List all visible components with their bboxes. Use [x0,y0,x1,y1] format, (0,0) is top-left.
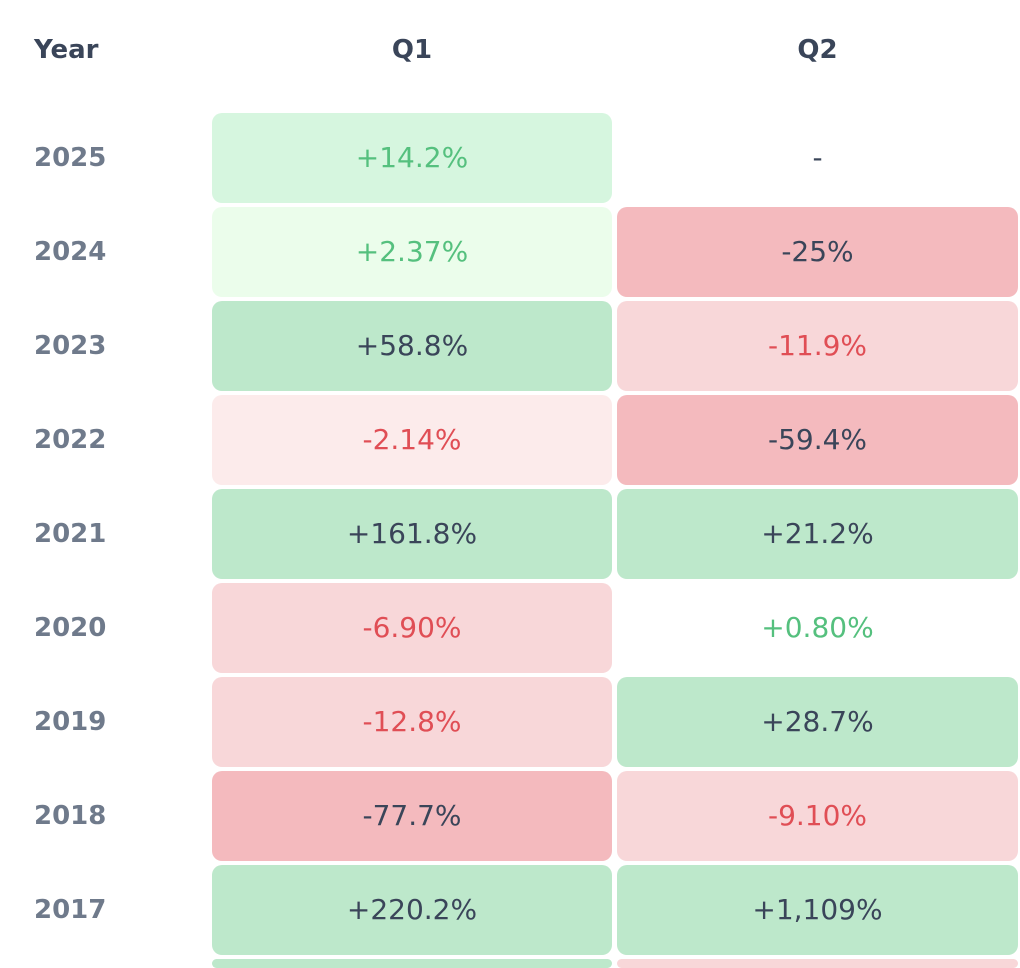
q1-cell[interactable]: +2.37% [212,207,612,297]
q2-cell[interactable]: +0.80% [761,611,874,644]
row-year: 2021 [34,519,107,549]
row-year: 2017 [34,895,107,925]
q1-cell-partial[interactable] [212,959,612,968]
q1-cell[interactable]: +58.8% [212,301,612,391]
table-row-partial [0,959,1020,968]
table-row: 2020 -6.90% +0.80% [0,583,1020,673]
row-year: 2018 [34,801,107,831]
q1-cell[interactable]: +14.2% [212,113,612,203]
q2-cell[interactable]: +1,109% [617,865,1018,955]
table-row: 2019 -12.8% +28.7% [0,677,1020,767]
row-year: 2020 [34,613,107,643]
q2-cell[interactable]: -59.4% [617,395,1018,485]
q2-cell[interactable]: -9.10% [617,771,1018,861]
row-year: 2022 [34,425,107,455]
q2-cell[interactable]: +21.2% [617,489,1018,579]
table-row: 2022 -2.14% -59.4% [0,395,1020,485]
q2-cell[interactable]: -11.9% [617,301,1018,391]
table-row: 2017 +220.2% +1,109% [0,865,1020,955]
q2-cell[interactable]: +28.7% [617,677,1018,767]
header-q2[interactable]: Q2 [797,35,838,65]
q1-cell[interactable]: -6.90% [212,583,612,673]
header-year[interactable]: Year [34,35,99,65]
q1-cell[interactable]: -12.8% [212,677,612,767]
row-year: 2023 [34,331,107,361]
table-row: 2023 +58.8% -11.9% [0,301,1020,391]
row-year: 2024 [34,237,107,267]
row-year: 2019 [34,707,107,737]
header-q1[interactable]: Q1 [391,35,433,65]
table-header: Year Q1 Q2 [0,0,1020,100]
q1-cell[interactable]: -77.7% [212,771,612,861]
q1-cell[interactable]: -2.14% [212,395,612,485]
table-row: 2021 +161.8% +21.2% [0,489,1020,579]
q2-cell[interactable]: - [812,141,823,174]
table-row: 2018 -77.7% -9.10% [0,771,1020,861]
q2-cell[interactable]: -25% [617,207,1018,297]
q1-cell[interactable]: +220.2% [212,865,612,955]
table-row: 2024 +2.37% -25% [0,207,1020,297]
q2-cell-partial[interactable] [617,959,1018,968]
table-row: 2025 +14.2% - [0,113,1020,203]
row-year: 2025 [34,143,107,173]
q1-cell[interactable]: +161.8% [212,489,612,579]
